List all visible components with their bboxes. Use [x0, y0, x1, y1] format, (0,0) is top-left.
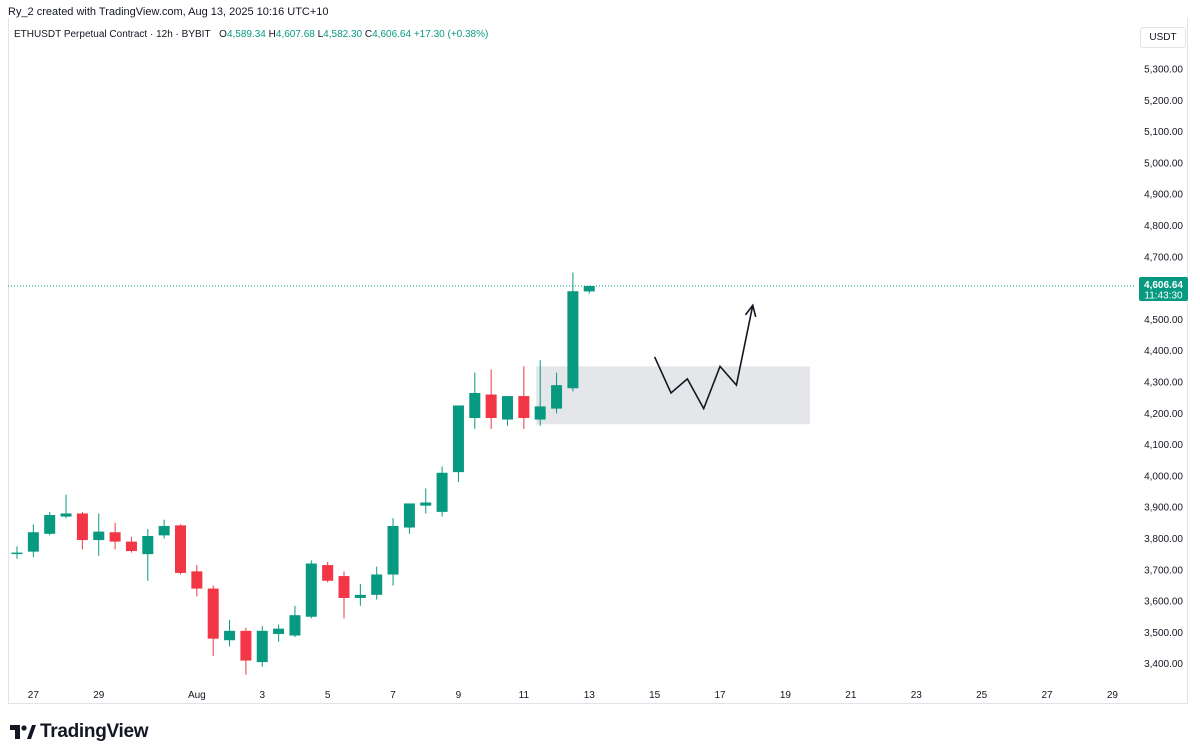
symbol-title: ETHUSDT Perpetual Contract · 12h · BYBIT	[14, 29, 211, 40]
candle-body[interactable]	[11, 552, 23, 555]
tradingview-logo-icon	[10, 725, 36, 739]
y-axis-tick-label: 3,400.00	[1144, 659, 1183, 670]
x-axis-tick-label: 27	[28, 690, 40, 701]
x-axis-tick-label: 15	[649, 690, 661, 701]
y-axis-tick-label: 4,100.00	[1144, 440, 1183, 451]
candle-body[interactable]	[142, 535, 154, 555]
candle-body[interactable]	[109, 532, 121, 542]
demand-zone-rectangle[interactable]	[536, 366, 810, 425]
candle-body[interactable]	[256, 630, 268, 663]
x-axis-tick-label: 29	[93, 690, 105, 701]
x-axis-tick-label: 7	[390, 690, 396, 701]
candle-body[interactable]	[125, 541, 137, 552]
candle-body[interactable]	[502, 396, 513, 420]
last-price-value: 4,606.64	[1144, 280, 1183, 291]
x-axis-tick-label: 3	[259, 690, 265, 701]
candle-body[interactable]	[93, 531, 105, 541]
y-axis-tick-label: 4,400.00	[1144, 346, 1183, 357]
candle-body[interactable]	[551, 385, 563, 409]
candle-body[interactable]	[158, 525, 170, 536]
candle-body[interactable]	[534, 406, 546, 420]
high-label: H	[268, 29, 276, 40]
y-axis-tick-label: 5,100.00	[1144, 127, 1183, 138]
projection-arrowhead	[744, 303, 757, 318]
close-value: 4,606.64	[372, 29, 412, 40]
candle-body[interactable]	[469, 392, 481, 418]
tradingview-logo[interactable]: TradingView	[10, 720, 149, 744]
candle-body[interactable]	[175, 525, 186, 573]
candle-body[interactable]	[567, 291, 579, 389]
x-axis-tick-label: Aug	[188, 690, 206, 701]
y-axis-tick-label: 5,000.00	[1144, 158, 1183, 169]
x-axis-tick-label: 23	[911, 690, 923, 701]
candle-body[interactable]	[60, 513, 72, 517]
x-axis-tick-label: 19	[780, 690, 792, 701]
candle-body[interactable]	[354, 594, 366, 598]
x-axis-tick-label: 11	[519, 690, 530, 701]
projection-path-line[interactable]	[653, 305, 754, 411]
candle-body[interactable]	[436, 472, 448, 512]
x-axis-tick-label: 25	[976, 690, 988, 701]
candle-body[interactable]	[403, 503, 415, 528]
x-axis-tick-label: 29	[1107, 690, 1119, 701]
y-axis-tick-label: 3,900.00	[1144, 503, 1183, 514]
x-axis-tick-label: 17	[714, 690, 726, 701]
symbol-legend: ETHUSDT Perpetual Contract · 12h · BYBIT…	[14, 29, 488, 40]
candle-body[interactable]	[452, 405, 464, 473]
low-label: L	[317, 29, 324, 40]
x-axis-tick-label: 21	[845, 690, 857, 701]
change-value: +17.30 (+0.38%)	[413, 29, 489, 40]
candle-body[interactable]	[289, 615, 301, 636]
candle-body[interactable]	[485, 394, 497, 418]
last-price-badge	[1139, 277, 1188, 302]
y-axis-tick-label: 4,700.00	[1144, 252, 1183, 263]
y-axis-tick-label: 4,800.00	[1144, 221, 1183, 232]
y-axis-tick-label: 3,500.00	[1144, 628, 1183, 639]
tradingview-logo-text: TradingView	[40, 721, 149, 742]
candle-body[interactable]	[420, 502, 432, 506]
candle-body[interactable]	[583, 286, 595, 292]
candle-body[interactable]	[305, 563, 317, 617]
candle-body[interactable]	[44, 515, 56, 534]
y-axis-tick-label: 3,800.00	[1144, 534, 1183, 545]
candle-body[interactable]	[322, 565, 334, 581]
x-axis-tick-label: 13	[584, 690, 596, 701]
chart-attribution: Ry_2 created with TradingView.com, Aug 1…	[8, 6, 329, 18]
y-axis-tick-label: 4,200.00	[1144, 409, 1183, 420]
y-axis-tick-label: 5,200.00	[1144, 96, 1183, 107]
candle-body[interactable]	[240, 630, 252, 661]
currency-unit-button[interactable]: USDT	[1140, 27, 1186, 48]
y-axis-tick-label: 4,000.00	[1144, 471, 1183, 482]
y-axis-tick-label: 5,300.00	[1144, 65, 1183, 76]
open-label: O	[219, 29, 227, 40]
candle-body[interactable]	[224, 630, 236, 641]
candle-body[interactable]	[191, 571, 203, 589]
candle-body[interactable]	[387, 525, 399, 575]
x-axis-tick-label: 9	[456, 690, 462, 701]
high-value: 4,607.68	[275, 29, 315, 40]
close-label: C	[364, 29, 373, 40]
chart-frame	[8, 18, 1188, 704]
candle-body[interactable]	[338, 576, 350, 598]
open-value: 4,589.34	[226, 29, 266, 40]
y-axis-tick-label: 3,700.00	[1144, 565, 1183, 576]
candle-body[interactable]	[371, 574, 383, 595]
candle-body[interactable]	[27, 532, 39, 552]
candle-body[interactable]	[273, 628, 285, 634]
y-axis-tick-label: 4,500.00	[1144, 315, 1183, 326]
candle-body[interactable]	[76, 513, 88, 541]
candle-body[interactable]	[518, 396, 530, 418]
low-value: 4,582.30	[323, 29, 363, 40]
x-axis-tick-label: 5	[325, 690, 331, 701]
y-axis-tick-label: 3,600.00	[1144, 597, 1183, 608]
x-axis-tick-label: 27	[1041, 690, 1053, 701]
candle-body[interactable]	[207, 588, 219, 639]
y-axis-tick-label: 4,900.00	[1144, 190, 1183, 201]
bar-countdown: 11:43:30	[1144, 291, 1183, 302]
y-axis-tick-label: 4,300.00	[1144, 378, 1183, 389]
